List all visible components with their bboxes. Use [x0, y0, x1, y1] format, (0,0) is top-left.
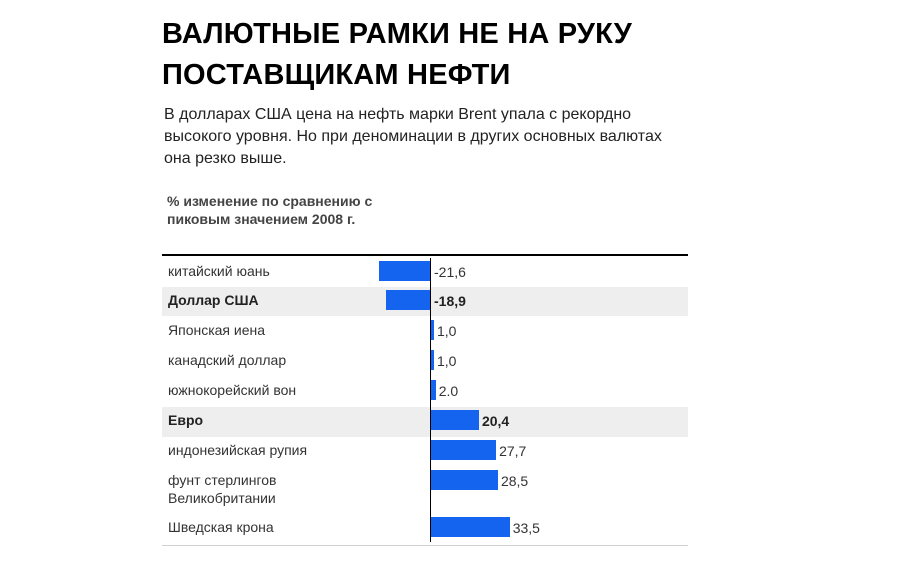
bar — [431, 470, 498, 490]
chart-row: индонезийская рупия — [162, 437, 688, 466]
value-label: 2.0 — [438, 383, 459, 399]
chart-row: Евро — [162, 407, 688, 437]
bar — [431, 440, 497, 460]
value-label: 28,5 — [500, 473, 529, 489]
bar — [431, 320, 434, 340]
chart-row: китайский юань — [162, 258, 688, 286]
chart-row: южнокорейский вон — [162, 377, 688, 406]
value-label: 1,0 — [437, 323, 457, 339]
zero-axis-line — [430, 258, 431, 542]
bar — [431, 350, 434, 370]
category-label: канадский доллар — [168, 352, 287, 368]
category-label: Японская иена — [168, 322, 266, 338]
category-label: индонезийская рупия — [168, 442, 308, 458]
bar — [431, 517, 510, 537]
value-label: -18,9 — [434, 293, 466, 309]
chart-row: Шведская крона — [162, 514, 688, 544]
category-label: южнокорейский вон — [168, 382, 297, 398]
category-label: китайский юань — [168, 263, 270, 279]
value-label: 1,0 — [437, 353, 457, 369]
header-rule — [162, 254, 688, 256]
category-label: Шведская крона — [168, 519, 274, 535]
chart-row: фунт стерлингов Великобритании — [162, 467, 688, 511]
bar — [385, 290, 430, 310]
category-label: Евро — [168, 412, 204, 428]
value-label: -21,6 — [434, 264, 466, 280]
chart-row: канадский доллар — [162, 347, 688, 376]
category-label: Доллар США — [168, 292, 259, 308]
category-label: фунт стерлингов Великобритании — [168, 472, 277, 506]
column-header: % изменение по сравнению с пиковым значе… — [167, 193, 373, 227]
chart-row: Японская иена — [162, 317, 688, 346]
chart-subtitle: В долларах США цена на нефть марки Brent… — [164, 106, 662, 167]
value-label: 20,4 — [481, 413, 510, 429]
chart-title: ВАЛЮТНЫЕ РАМКИ НЕ НА РУКУ ПОСТАВЩИКАМ НЕ… — [162, 18, 633, 91]
bar — [431, 380, 436, 400]
bottom-rule — [162, 545, 688, 546]
value-label: 33,5 — [512, 520, 540, 536]
value-label: 27,7 — [499, 443, 527, 459]
bar — [431, 410, 479, 430]
bar — [379, 261, 430, 281]
